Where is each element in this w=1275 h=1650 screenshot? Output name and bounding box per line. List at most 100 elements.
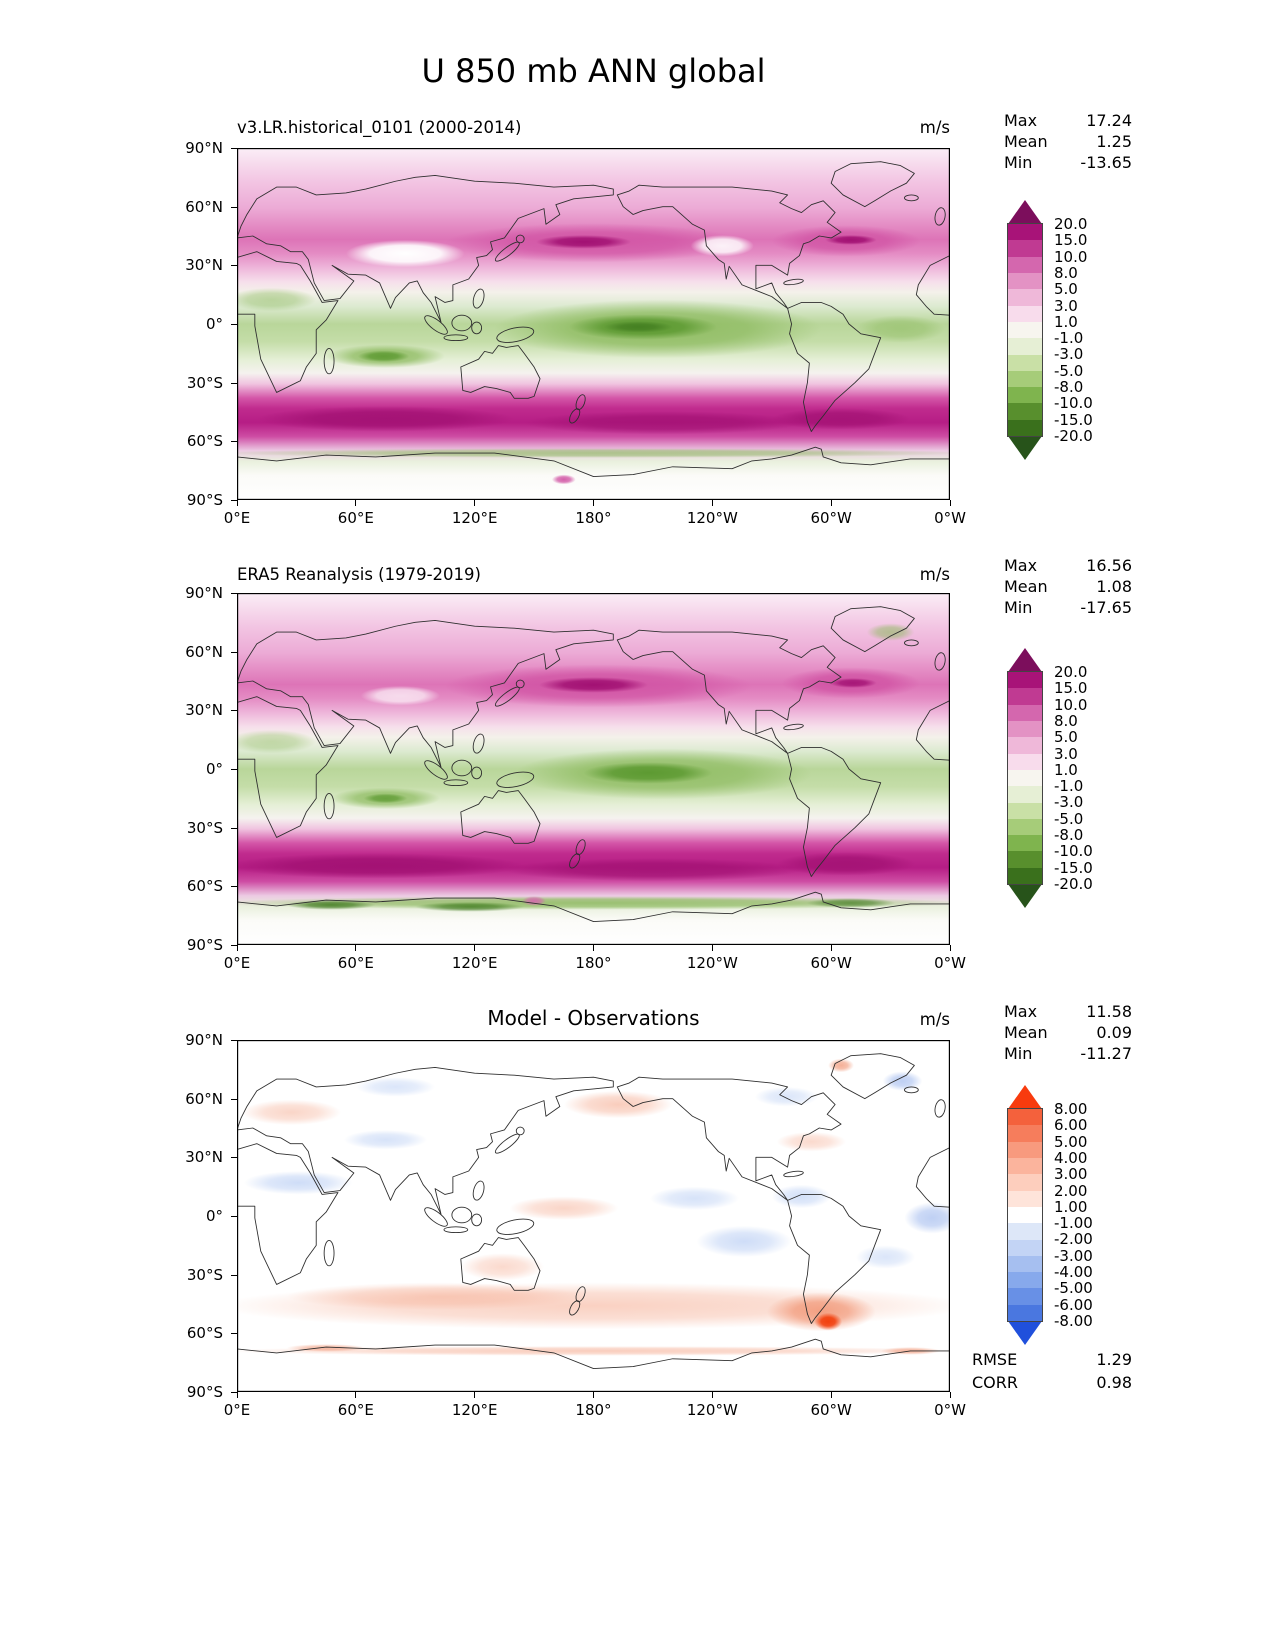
lon-tick-label: 0°E — [223, 954, 251, 972]
stat-value: 16.56 — [1086, 556, 1132, 575]
colorbar-segment — [1008, 851, 1042, 868]
stat-row: Max 11.58 — [1004, 1001, 1132, 1022]
colorbar-segment — [1008, 720, 1042, 738]
lon-tick-label: 0°E — [223, 1401, 251, 1419]
axis-tickmark — [231, 1157, 237, 1159]
colorbar-segment — [1008, 1272, 1042, 1289]
stat-label: Min — [1004, 598, 1033, 617]
lon-tick-label: 0°W — [934, 1401, 966, 1419]
lon-tick-label: 60°E — [337, 509, 374, 527]
colorbar-tick-label: -20.0 — [1054, 427, 1093, 445]
lon-tick-label: 180° — [575, 1401, 612, 1419]
colorbar-model: 20.0 15.0 10.0 8.0 5.0 3.0 1.0 -1.0 -3.0 -5.0 -8.0… — [1007, 200, 1093, 460]
map-plot-diff — [237, 1040, 950, 1392]
colorbar-segment — [1008, 1109, 1042, 1126]
lat-tick-label: 60°S — [186, 432, 223, 451]
colorbar-segment — [1008, 387, 1042, 404]
colorbar-tick-label: -5.0 — [1054, 361, 1084, 380]
lon-tick-label: 60°E — [337, 954, 374, 972]
colorbar-tick-label: -6.00 — [1054, 1295, 1093, 1314]
colorbar-arrow-bottom — [1008, 1321, 1042, 1345]
stats-block-era5: Max 16.56 Mean 1.08 Min -17.65 — [1004, 555, 1132, 618]
lat-tick-label: 90°N — [185, 1031, 223, 1049]
colorbar-era5: 20.0 15.0 10.0 8.0 5.0 3.0 1.0 -1.0 -3.0 -5.0 -8.0… — [1007, 648, 1093, 908]
stat-value: -11.27 — [1080, 1044, 1132, 1063]
colorbar-tick-label: 15.0 — [1054, 679, 1088, 698]
axis-tickmark — [830, 945, 832, 951]
stat-label: Mean — [1004, 132, 1048, 151]
lon-tick-label: 120°W — [686, 954, 738, 972]
colorbar-tick-label: -1.0 — [1054, 329, 1084, 348]
metrics-block-diff: RMSE 1.29 CORR 0.98 — [972, 1348, 1132, 1394]
stat-row: Mean 1.25 — [1004, 131, 1132, 152]
lon-tick-label: 120°E — [451, 954, 498, 972]
metric-row: RMSE 1.29 — [972, 1348, 1132, 1371]
colorbar-segment — [1008, 704, 1042, 721]
axis-tickmark — [231, 382, 237, 384]
map-diff — [237, 1040, 950, 1392]
axis-tickmark — [231, 886, 237, 888]
colorbar-segment — [1008, 1304, 1042, 1322]
colorbar-segment — [1008, 1239, 1042, 1256]
axis-tickmark — [231, 441, 237, 443]
axis-tickmark — [231, 324, 237, 325]
axis-tickmark — [830, 500, 832, 506]
colorbar-ticks: 20.0 15.0 10.0 8.0 5.0 3.0 1.0 -1.0 -3.0 -5.0 -8.0… — [1054, 648, 1124, 908]
colorbar-tick-label: -8.0 — [1054, 826, 1084, 845]
axis-tickmark — [231, 827, 237, 829]
stat-row: Min -11.27 — [1004, 1043, 1132, 1064]
colorbar-segment — [1008, 419, 1042, 437]
lon-tick-label: 60°E — [337, 1401, 374, 1419]
colorbar-tick-label: -1.00 — [1054, 1214, 1093, 1233]
colorbar-segment — [1008, 338, 1042, 355]
lat-tick-label: 90°S — [186, 1383, 223, 1401]
lat-tick-label: 60°N — [185, 1089, 223, 1108]
colorbar-segment — [1008, 1190, 1042, 1207]
colorbar-tick-label: -3.0 — [1054, 345, 1084, 364]
lon-tick-label: 0°E — [223, 509, 251, 527]
lat-tick-label: 90°N — [185, 584, 223, 602]
colorbar-segment — [1008, 403, 1042, 420]
axis-tickmark — [949, 1392, 951, 1398]
stat-row: Mean 0.09 — [1004, 1022, 1132, 1043]
stat-label: Mean — [1004, 1023, 1048, 1042]
axis-tickmark — [711, 500, 713, 506]
stat-row: Max 16.56 — [1004, 555, 1132, 576]
colorbar-tick-label: 20.0 — [1054, 215, 1088, 233]
stat-label: Max — [1004, 556, 1038, 575]
axis-tickmark — [231, 500, 237, 501]
colorbar-tick-label: 1.0 — [1054, 760, 1078, 779]
colorbar-segment — [1008, 1174, 1042, 1191]
lon-tick-label: 60°W — [810, 1401, 852, 1419]
colorbar-tick-label: -5.00 — [1054, 1279, 1093, 1298]
colorbar-tick-label: -4.00 — [1054, 1263, 1093, 1282]
colorbar-tick-label: 5.00 — [1054, 1132, 1088, 1151]
lon-tick-label: 120°W — [686, 509, 738, 527]
colorbar-tick-label: 3.0 — [1054, 744, 1078, 763]
panel-title-diff: Model - Observations — [487, 1006, 700, 1030]
lat-tick-label: 30°S — [186, 818, 223, 837]
lat-tick-label: 30°N — [185, 1148, 223, 1167]
metric-label: CORR — [972, 1373, 1018, 1392]
metric-label: RMSE — [972, 1350, 1018, 1369]
colorbar-segment — [1008, 305, 1042, 322]
stat-value: 17.24 — [1086, 111, 1132, 130]
colorbar-segment — [1008, 688, 1042, 705]
axis-tickmark — [231, 769, 237, 770]
colorbar-segment — [1008, 1223, 1042, 1240]
colorbar-segment — [1008, 769, 1042, 787]
colorbar-tick-label: 8.0 — [1054, 711, 1078, 730]
colorbar-tick-label: -3.0 — [1054, 793, 1084, 812]
axis-tickmark — [231, 593, 237, 594]
stat-label: Max — [1004, 1002, 1038, 1021]
stat-value: 0.09 — [1096, 1023, 1132, 1042]
axis-tickmark — [355, 500, 357, 506]
axis-tickmark — [231, 206, 237, 208]
stats-block-diff: Max 11.58 Mean 0.09 Min -11.27 — [1004, 1001, 1132, 1064]
colorbar-tick-label: 6.00 — [1054, 1116, 1088, 1135]
colorbar-segment — [1008, 224, 1042, 241]
lat-tick-label: 30°S — [186, 373, 223, 392]
lat-tick-label: 60°N — [185, 642, 223, 661]
colorbar-segment — [1008, 1288, 1042, 1305]
lat-tick-label: 0° — [205, 315, 223, 333]
